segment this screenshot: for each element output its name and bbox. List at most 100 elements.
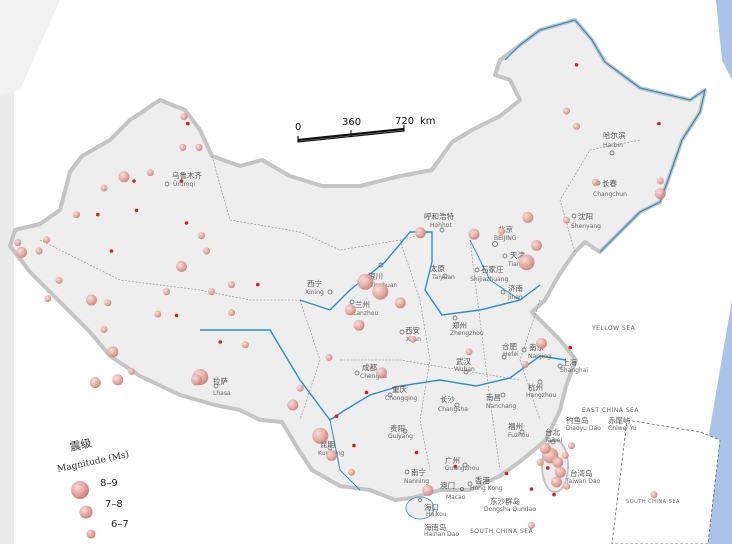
hainan-island <box>405 496 435 520</box>
svg-text:Zhengzhou: Zhengzhou <box>450 330 484 337</box>
svg-text:Hong Kong: Hong Kong <box>470 485 503 492</box>
earthquake-marker <box>372 283 389 300</box>
earthquake-marker <box>554 466 566 478</box>
earthquake-marker <box>521 360 529 368</box>
sea-east-china: EAST CHINA SEA <box>582 407 639 414</box>
earthquake-marker <box>176 260 187 272</box>
earthquake-marker <box>357 273 374 290</box>
earthquake-marker <box>561 451 569 459</box>
svg-text:东沙群岛: 东沙群岛 <box>490 496 520 506</box>
earthquake-marker <box>376 367 387 379</box>
earthquake-marker <box>296 384 304 392</box>
svg-text:Hefei: Hefei <box>503 351 519 358</box>
svg-text:南昌: 南昌 <box>486 392 501 402</box>
svg-text:贵阳: 贵阳 <box>390 423 405 433</box>
earthquake-marker <box>394 297 406 309</box>
earthquake-marker <box>352 443 356 448</box>
sea-band-ne <box>716 0 732 80</box>
earthquake-marker <box>186 121 190 126</box>
earthquake-marker <box>468 228 480 240</box>
svg-text:成都: 成都 <box>362 362 377 372</box>
earthquake-marker <box>498 227 505 235</box>
earthquake-marker <box>112 374 124 386</box>
city-lhasa: 拉萨 Lhasa <box>213 376 231 397</box>
svg-text:Tianjin: Tianjin <box>507 261 528 268</box>
svg-text:台湾岛: 台湾岛 <box>570 468 593 478</box>
svg-text:Taibei: Taibei <box>544 437 563 444</box>
earthquake-marker <box>163 288 170 296</box>
south-china-sea-inset <box>611 419 721 544</box>
city-shenyang: 沈阳 Shenyang <box>571 211 601 230</box>
svg-text:Nanning: Nanning <box>404 478 429 485</box>
earthquake-marker <box>325 353 333 361</box>
svg-text:南宁: 南宁 <box>411 467 426 477</box>
earthquake-marker <box>334 414 339 419</box>
svg-text:Chongqing: Chongqing <box>385 395 418 402</box>
svg-text:Shijiazhuang: Shijiazhuang <box>470 276 509 283</box>
earthquake-marker <box>16 246 27 258</box>
scale-tick-360: 360 <box>342 117 361 128</box>
svg-text:澳门: 澳门 <box>440 480 455 490</box>
earthquake-marker <box>255 282 260 287</box>
svg-text:南京: 南京 <box>529 342 544 352</box>
sea-south-china: SOUTH CHINA SEA <box>470 528 534 535</box>
earthquake-marker <box>107 346 119 358</box>
earthquake-marker <box>218 340 223 344</box>
earthquake-marker <box>44 295 52 303</box>
earthquake-marker <box>528 521 535 529</box>
earthquake-marker <box>518 254 535 271</box>
earthquake-marker <box>563 107 570 115</box>
svg-text:Changchun: Changchun <box>593 191 627 198</box>
svg-text:Harbin: Harbin <box>603 142 623 149</box>
svg-text:Macao: Macao <box>446 494 466 501</box>
svg-text:海南岛: 海南岛 <box>424 522 447 532</box>
svg-text:昆明: 昆明 <box>320 440 335 449</box>
legend-label-large: 8–9 <box>100 478 118 489</box>
svg-text:Dongsha Qundao: Dongsha Qundao <box>484 506 536 513</box>
svg-text:太原: 太原 <box>430 263 445 273</box>
svg-text:乌鲁木齐: 乌鲁木齐 <box>172 170 202 180</box>
earthquake-marker <box>195 143 203 151</box>
earthquake-marker <box>654 188 666 200</box>
earthquake-marker <box>100 325 108 333</box>
scale-unit: km <box>420 116 436 127</box>
earthquake-marker <box>551 476 562 488</box>
earthquake-marker <box>650 491 658 499</box>
earthquake-marker <box>504 471 509 476</box>
earthquake-marker <box>184 221 189 225</box>
svg-text:银川: 银川 <box>368 272 383 281</box>
earthquake-marker <box>563 482 570 490</box>
svg-text:Lanzhou: Lanzhou <box>353 310 378 317</box>
svg-text:石家庄: 石家庄 <box>481 264 504 274</box>
earthquake-marker <box>539 442 551 454</box>
earthquake-marker <box>522 211 534 223</box>
earthquake-marker <box>536 337 547 349</box>
svg-text:西安: 西安 <box>405 325 420 335</box>
river-north <box>469 239 521 301</box>
svg-text:长春: 长春 <box>602 178 617 188</box>
earthquake-marker <box>536 458 544 466</box>
earthquake-markers <box>14 63 666 529</box>
svg-text:Hangzhou: Hangzhou <box>526 392 556 399</box>
earthquake-marker <box>104 299 112 307</box>
earthquake-marker <box>146 169 154 177</box>
earthquake-marker <box>228 309 235 317</box>
earthquake-marker <box>465 348 473 356</box>
svg-text:Guangzhou: Guangzhou <box>445 465 479 472</box>
svg-text:Jinan: Jinan <box>507 294 523 301</box>
earthquake-marker <box>198 232 205 240</box>
earthquake-marker <box>568 345 573 350</box>
earthquake-marker <box>344 304 356 316</box>
island-diaoyu-en: Diaoyu Dao <box>566 425 601 432</box>
earthquake-marker <box>43 236 50 244</box>
